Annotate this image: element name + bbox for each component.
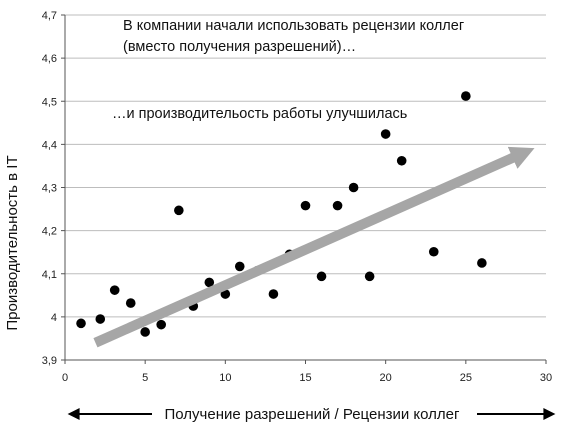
- data-point: [125, 298, 136, 308]
- annotation-line-1: В компании начали использовать рецензии …: [123, 18, 464, 34]
- x-axis-label: Получение разрешений / Рецензии коллег: [165, 406, 461, 423]
- x-tick-label: 5: [142, 372, 148, 384]
- data-point: [380, 129, 391, 139]
- annotation-line-2: (вместо получения разрешений)…: [123, 39, 356, 55]
- y-tick-label: 4,1: [42, 269, 57, 281]
- x-axis-label-background: [152, 404, 477, 424]
- x-tick-label: 15: [299, 372, 311, 384]
- data-point: [95, 314, 106, 324]
- data-point: [76, 318, 86, 329]
- data-point: [156, 319, 166, 330]
- data-points: [76, 91, 487, 337]
- y-tick-labels: 3,9 4 4,1 4,2 4,3 4,4 4,5 4,6 4,7: [42, 10, 57, 367]
- y-tick-label: 4,4: [42, 139, 57, 151]
- x-tick-labels: 0 5 10 15 20 25 30: [62, 372, 552, 384]
- x-tick-label: 30: [540, 372, 552, 384]
- y-tick-label: 4,6: [42, 53, 57, 65]
- trend-arrow: [93, 146, 535, 348]
- data-point: [140, 327, 150, 337]
- data-point: [364, 271, 375, 282]
- data-point: [477, 258, 487, 268]
- axes: [64, 15, 546, 361]
- x-tick-label: 10: [219, 372, 231, 384]
- x-tick-label: 0: [62, 372, 68, 384]
- data-point: [428, 246, 439, 257]
- data-point: [316, 271, 327, 282]
- data-point: [268, 289, 279, 299]
- annotation-line-3: …и производительость работы улучшилась: [112, 106, 407, 122]
- data-point: [300, 200, 311, 211]
- data-point: [461, 91, 471, 101]
- x-tick-label: 25: [460, 372, 472, 384]
- data-point: [332, 200, 343, 211]
- y-tick-label: 4: [51, 312, 57, 324]
- y-tick-label: 3,9: [42, 355, 57, 367]
- data-point: [234, 261, 245, 272]
- y-axis-label: Производительность в IT: [4, 155, 21, 330]
- x-tick-label: 20: [380, 372, 392, 384]
- data-point: [348, 182, 359, 193]
- data-point: [174, 205, 184, 216]
- gridlines: [61, 14, 547, 364]
- y-tick-label: 4,3: [42, 183, 57, 195]
- data-point: [396, 155, 407, 166]
- y-tick-label: 4,7: [42, 10, 57, 22]
- y-tick-label: 4,2: [42, 226, 57, 238]
- data-point: [109, 285, 120, 295]
- y-tick-label: 4,5: [42, 96, 57, 108]
- data-point: [204, 277, 215, 288]
